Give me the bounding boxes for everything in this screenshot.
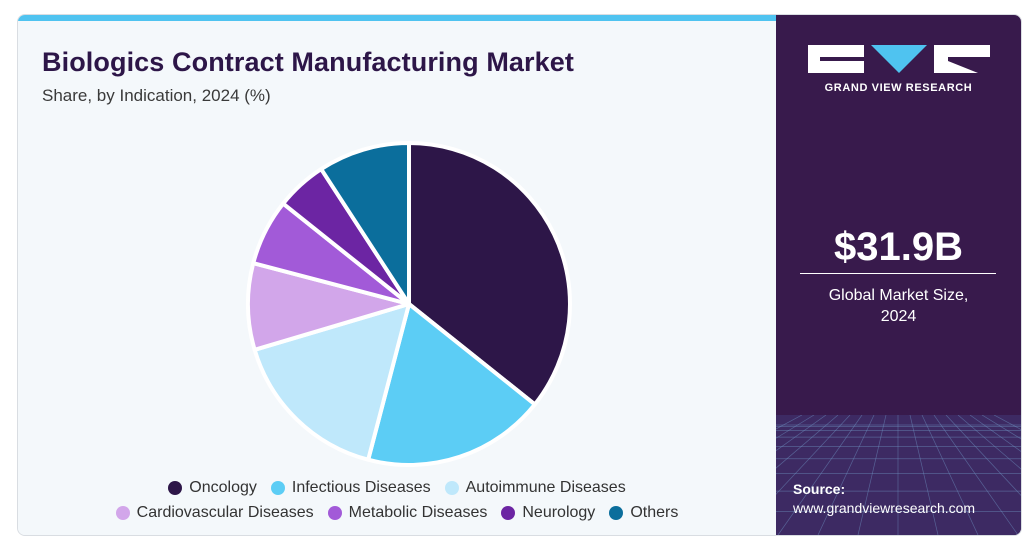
legend-item: Others bbox=[609, 504, 678, 522]
legend-marker bbox=[327, 506, 342, 520]
decorative-grid-pattern bbox=[776, 415, 1021, 535]
grid-line bbox=[776, 415, 839, 469]
legend-marker bbox=[115, 506, 130, 520]
pie-slice-oncology bbox=[407, 141, 572, 407]
legend-marker bbox=[168, 481, 183, 495]
grid-line bbox=[957, 415, 1021, 470]
grid-line bbox=[981, 415, 1021, 440]
legend-label: Cardiovascular Diseases bbox=[136, 504, 314, 521]
pie-slice-autoimmune-diseases bbox=[252, 302, 411, 462]
pie-chart bbox=[246, 141, 572, 467]
grid-line bbox=[777, 415, 863, 535]
legend-item: Neurology bbox=[501, 504, 595, 522]
source-url[interactable]: www.grandviewresearch.com bbox=[793, 500, 976, 516]
summary-panel: GRAND VIEW RESEARCH $31.9B Global Market… bbox=[776, 15, 1021, 535]
legend-row-2: Cardiovascular Diseases Metabolic Disease… bbox=[18, 504, 776, 522]
legend-label: Neurology bbox=[522, 504, 596, 521]
accent-top-bar bbox=[18, 15, 776, 21]
legend-label: Others bbox=[630, 504, 679, 521]
chart-title: Biologics Contract Manufacturing Market bbox=[42, 47, 574, 77]
chart-subtitle: Share, by Indication, 2024 (%) bbox=[42, 86, 271, 105]
market-size-label: Global Market Size, 2024 bbox=[776, 285, 1021, 327]
grid-line bbox=[933, 415, 1019, 535]
legend-label: Infectious Diseases bbox=[291, 479, 431, 496]
grid-line bbox=[969, 415, 1021, 452]
grid-line bbox=[817, 415, 875, 535]
pie-slice-infectious-diseases bbox=[366, 302, 537, 467]
pie-slice-others bbox=[319, 141, 411, 306]
grid-background bbox=[776, 415, 1021, 535]
grid-line bbox=[945, 415, 1021, 496]
legend-item: Autoimmune Diseases bbox=[444, 479, 626, 497]
infographic-card: Biologics Contract Manufacturing Market … bbox=[17, 14, 1022, 536]
legend-item: Oncology bbox=[168, 479, 257, 497]
legend-label: Autoimmune Diseases bbox=[465, 479, 626, 496]
legend-item: Metabolic Diseases bbox=[327, 504, 488, 522]
grid-line bbox=[776, 415, 827, 452]
legend-item: Infectious Diseases bbox=[270, 479, 431, 497]
legend-row-1: Oncology Infectious Diseases Autoimmune Di… bbox=[18, 479, 776, 497]
market-size-value: $31.9B bbox=[834, 225, 963, 269]
grand-view-research-logo bbox=[808, 45, 990, 73]
grid-line bbox=[921, 415, 979, 535]
grid-line bbox=[909, 415, 939, 535]
grid-line bbox=[857, 415, 887, 535]
grid-line bbox=[776, 415, 851, 495]
source-label: Source: bbox=[793, 481, 846, 497]
legend-marker bbox=[270, 481, 285, 495]
legend-marker bbox=[444, 481, 459, 495]
legend-item: Cardiovascular Diseases bbox=[115, 504, 314, 522]
market-size-label-line2: 2024 bbox=[880, 308, 917, 325]
divider-line bbox=[800, 273, 996, 274]
brand-name: GRAND VIEW RESEARCH bbox=[824, 82, 973, 94]
chart-panel: Biologics Contract Manufacturing Market … bbox=[18, 21, 776, 535]
legend-label: Oncology bbox=[189, 479, 257, 496]
grid-line bbox=[776, 415, 815, 439]
market-size-label-line1: Global Market Size, bbox=[828, 287, 969, 304]
legend-label: Metabolic Diseases bbox=[348, 504, 488, 521]
legend-marker bbox=[609, 506, 624, 520]
legend-marker bbox=[501, 506, 516, 520]
